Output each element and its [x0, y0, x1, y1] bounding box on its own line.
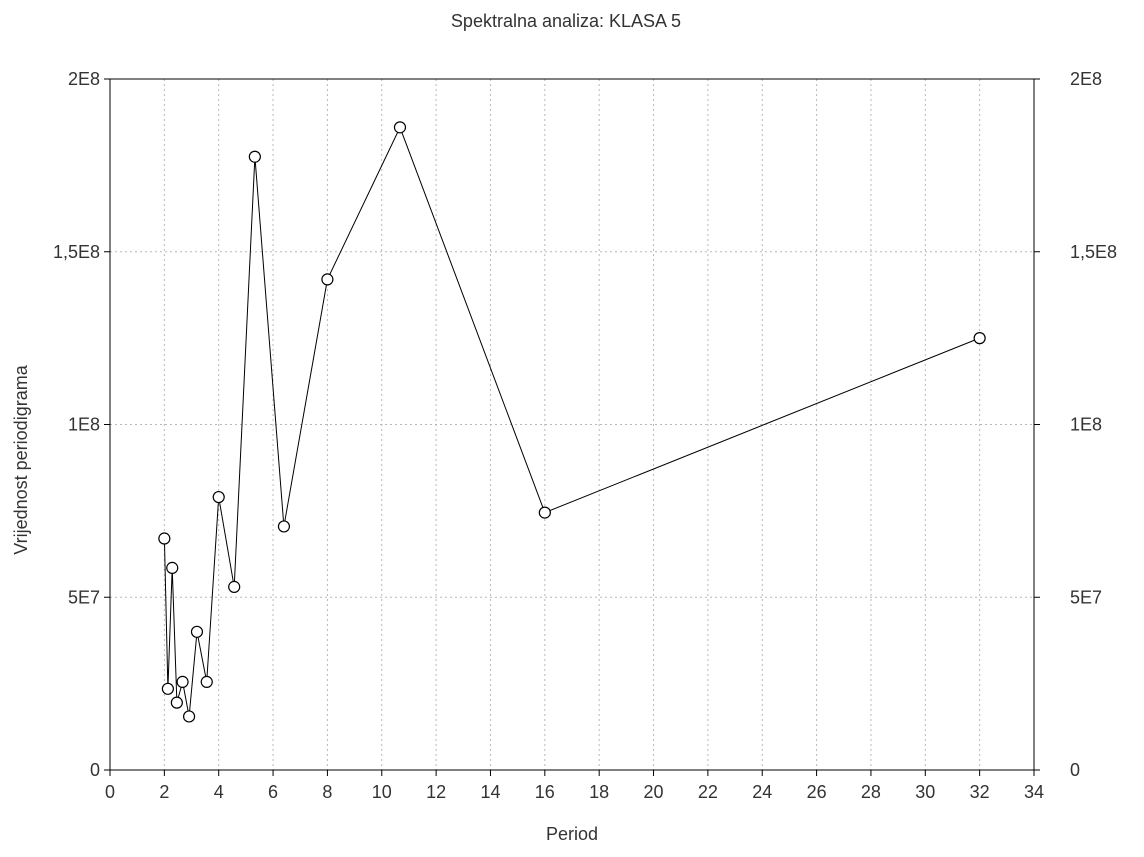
x-tick-label: 12	[426, 782, 446, 802]
y-tick-label-left: 0	[90, 760, 100, 780]
data-point	[212, 490, 225, 504]
x-tick-label: 6	[268, 782, 278, 802]
y-tick-label-right: 1E8	[1070, 415, 1102, 435]
data-point	[166, 561, 179, 574]
x-axis: 0 2 4 6 8 10 12 14 16 18 20 22 24 26 28 30 32 34	[105, 770, 1044, 802]
data-point	[321, 273, 334, 286]
x-tick-label: 16	[535, 782, 555, 802]
x-tick-label: 30	[915, 782, 935, 802]
x-tick-label: 28	[861, 782, 881, 802]
y-tick-label-left: 1,5E8	[53, 242, 100, 262]
series-line	[163, 126, 980, 717]
x-tick-label: 20	[644, 782, 664, 802]
y-tick-label-left: 5E7	[68, 587, 100, 607]
data-point	[538, 506, 551, 519]
data-point	[190, 625, 204, 638]
data-point	[248, 150, 261, 163]
x-tick-label: 24	[752, 782, 772, 802]
x-tick-label: 22	[698, 782, 718, 802]
y-tick-label-right: 1,5E8	[1070, 242, 1117, 262]
y-axis-right: 0 5E7 1E8 1,5E8 2E8	[1034, 69, 1117, 780]
y-tick-label-left: 1E8	[68, 415, 100, 435]
x-tick-label: 4	[214, 782, 224, 802]
series-periodogram	[158, 121, 986, 723]
y-axis-left: 0 5E7 1E8 1,5E8 2E8	[53, 69, 110, 780]
x-tick-label: 10	[372, 782, 392, 802]
data-point	[228, 580, 241, 593]
y-tick-label-left: 2E8	[68, 69, 100, 89]
x-tick-label: 18	[589, 782, 609, 802]
x-tick-label: 2	[159, 782, 169, 802]
data-point	[161, 682, 174, 695]
data-point	[277, 520, 291, 533]
x-tick-label: 14	[480, 782, 500, 802]
data-point	[200, 675, 213, 688]
data-point	[170, 696, 183, 709]
x-tick-label: 32	[970, 782, 990, 802]
data-point	[973, 332, 986, 345]
data-point	[158, 532, 171, 545]
y-tick-label-right: 0	[1070, 760, 1080, 780]
y-axis-label: Vrijednost periodigrama	[11, 364, 31, 554]
chart-title: Spektralna analiza: KLASA 5	[451, 11, 681, 31]
x-axis-label: Period	[546, 824, 598, 844]
grid-lines	[110, 79, 1034, 770]
x-tick-label: 8	[322, 782, 332, 802]
y-tick-label-right: 2E8	[1070, 69, 1102, 89]
x-tick-label: 34	[1024, 782, 1044, 802]
x-tick-label: 26	[807, 782, 827, 802]
data-point	[176, 675, 189, 688]
x-tick-label: 0	[105, 782, 115, 802]
y-tick-label-right: 5E7	[1070, 587, 1102, 607]
data-point	[393, 121, 407, 134]
data-point	[182, 710, 196, 723]
